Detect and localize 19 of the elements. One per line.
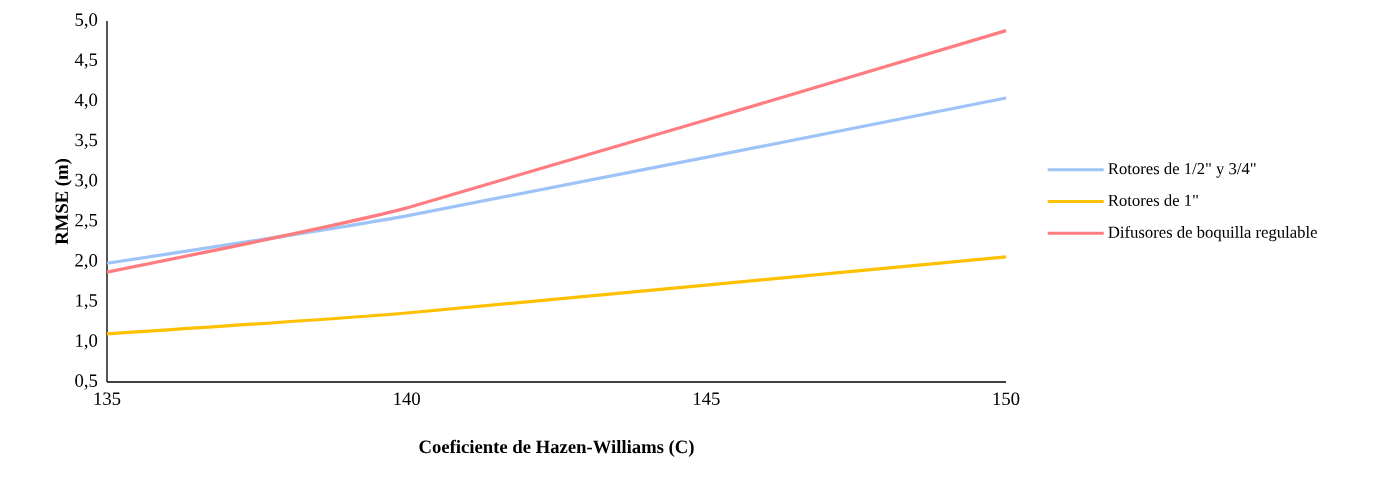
y-tick-label: 2,5 bbox=[75, 213, 98, 230]
y-tick-label: 1,5 bbox=[76, 294, 98, 310]
x-axis-title: Coeficiente de Hazen-Williams (C) bbox=[419, 439, 694, 457]
y-tick-label: 5,0 bbox=[75, 13, 98, 29]
x-tick-label: 140 bbox=[394, 392, 420, 406]
y-tick-label: 2,0 bbox=[75, 254, 98, 270]
y-tick-label: 0,5 bbox=[75, 374, 98, 390]
y-tick-label: 4,0 bbox=[74, 93, 98, 109]
y-axis-title: RMSE (m) bbox=[54, 159, 72, 245]
x-tick-label: 135 bbox=[94, 392, 121, 406]
legend-label: Rotores de 1/2" y 3/4" bbox=[1108, 162, 1256, 178]
y-tick-label: 3,0 bbox=[75, 173, 98, 190]
x-tick-label: 145 bbox=[693, 392, 720, 405]
legend-label: Difusores de boquilla regulable bbox=[1108, 225, 1317, 242]
y-tick-label: 1,0 bbox=[76, 334, 98, 350]
legend-label: Rotores de 1" bbox=[1108, 194, 1198, 206]
x-tick-label: 150 bbox=[993, 392, 1020, 406]
y-tick-label: 4,5 bbox=[74, 53, 98, 69]
y-tick-label: 3,5 bbox=[75, 133, 98, 149]
